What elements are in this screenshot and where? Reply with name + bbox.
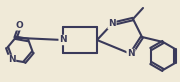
Text: N: N [108,20,116,29]
Text: O: O [16,21,23,30]
Text: N: N [59,36,67,45]
Text: N: N [8,55,15,64]
Text: N: N [127,50,135,58]
